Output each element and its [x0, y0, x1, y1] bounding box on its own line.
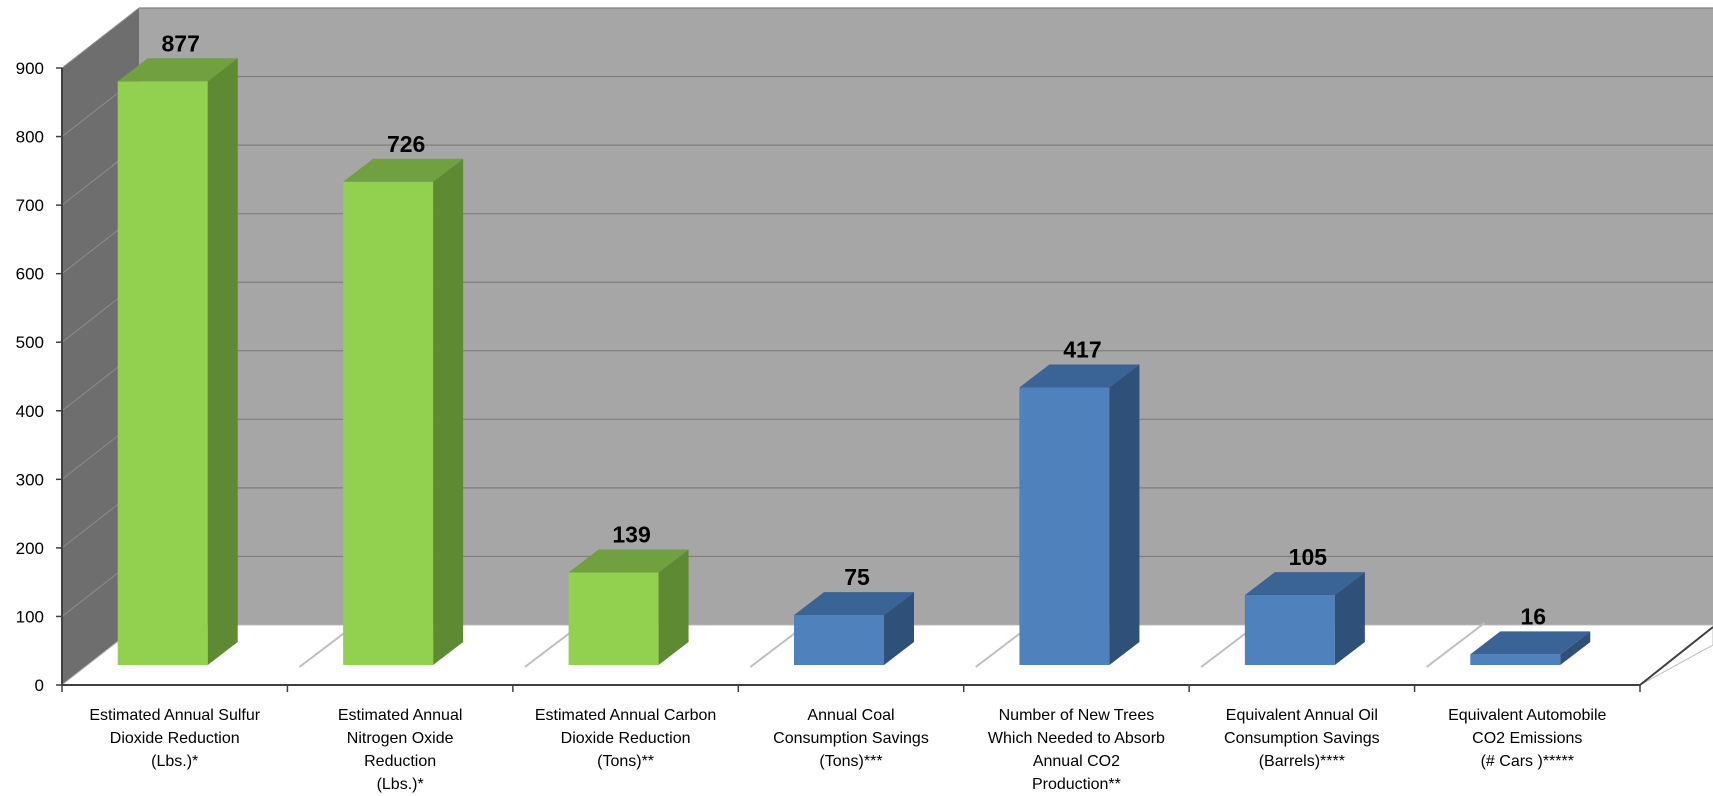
data-label-3: 75	[844, 564, 870, 590]
bar-front	[343, 181, 434, 665]
bar-top	[1019, 364, 1140, 388]
bar-top	[117, 58, 238, 82]
bar-side	[1334, 572, 1365, 665]
category-label-line: Dioxide Reduction	[110, 730, 240, 747]
bar-6	[1470, 631, 1591, 665]
floor-divider	[1425, 622, 1486, 668]
bar-side	[884, 592, 914, 665]
bar-front	[1470, 654, 1561, 665]
data-label-6: 16	[1520, 603, 1546, 629]
y-tick-label: 0	[35, 676, 44, 695]
category-label-line: Estimated Annual Sulfur	[89, 707, 260, 724]
category-label-line: Consumption Savings	[1224, 730, 1380, 747]
category-label-line: Equivalent Annual Oil	[1226, 707, 1378, 724]
bar-4	[1019, 364, 1140, 665]
bar-side	[433, 158, 464, 665]
y-tick-label: 700	[16, 196, 44, 215]
bar-3	[794, 592, 914, 665]
y-tick-label: 900	[16, 59, 44, 78]
y-tick-label: 800	[16, 128, 44, 147]
category-label-3: Annual Coal Consumption Savings (Tons)***	[773, 707, 929, 770]
category-label-2: Estimated Annual Carbon Dioxide Reduction…	[535, 707, 716, 770]
bar-front	[568, 572, 659, 665]
category-label-0: Estimated Annual Sulfur Dioxide Reduction…	[89, 707, 260, 770]
bar-top	[1244, 572, 1365, 596]
category-label-line: (# Cars )*****	[1481, 753, 1574, 770]
bar-side	[658, 549, 689, 665]
bar-top	[1470, 631, 1591, 655]
bar-5	[1244, 572, 1365, 665]
y-tick-label: 100	[16, 607, 44, 626]
category-labels: Estimated Annual Sulfur Dioxide Reduction…	[89, 707, 1606, 793]
bar-side	[1560, 631, 1591, 665]
bar-0	[117, 58, 238, 665]
y-tick-label: 300	[16, 470, 44, 489]
category-label-line: (Lbs.)*	[151, 753, 198, 770]
data-labels: 877 726 139 75 417 105 16	[162, 30, 1547, 629]
data-label-1: 726	[387, 131, 425, 157]
bar-1	[343, 158, 464, 665]
category-label-line: Annual Coal	[807, 707, 894, 724]
axes: 0 100 200 300 400 500 600 700 800 900	[16, 59, 1713, 695]
y-tick-label: 200	[16, 539, 44, 558]
x-axis-depth-line	[1639, 626, 1713, 686]
bar-2	[568, 549, 689, 665]
bar-front	[1019, 387, 1110, 665]
bar-front	[794, 615, 884, 665]
category-label-6: Equivalent Automobile CO2 Emissions (# Car…	[1448, 707, 1606, 770]
category-label-line: Equivalent Automobile	[1448, 707, 1606, 724]
data-label-4: 417	[1063, 336, 1101, 362]
y-tick-label: 400	[16, 402, 44, 421]
bars	[117, 58, 1591, 665]
category-label-1: Estimated Annual Nitrogen Oxide Reduction (…	[338, 707, 463, 793]
y-tick-label: 600	[16, 265, 44, 284]
category-label-line: (Tons)**	[597, 753, 654, 770]
category-label-line: Which Needed to Absorb	[988, 730, 1165, 747]
bar-side	[207, 58, 238, 665]
category-label-line: Consumption Savings	[773, 730, 929, 747]
chart-walls	[62, 8, 1713, 685]
category-label-line: Reduction	[364, 753, 436, 770]
category-label-line: Nitrogen Oxide	[347, 730, 454, 747]
category-label-line: Number of New Trees	[999, 707, 1155, 724]
bar-front	[1244, 595, 1335, 665]
bar-front	[117, 81, 208, 665]
category-label-4: Number of New Trees Which Needed to Absor…	[988, 707, 1165, 793]
category-label-line: Estimated Annual	[338, 707, 463, 724]
bar-top	[794, 592, 914, 616]
data-label-2: 139	[612, 521, 650, 547]
category-label-line: CO2 Emissions	[1472, 730, 1582, 747]
category-label-line: Annual CO2	[1033, 753, 1120, 770]
category-label-line: Estimated Annual Carbon	[535, 707, 716, 724]
gridline-side-900	[61, 7, 140, 69]
data-label-5: 105	[1289, 544, 1328, 570]
category-label-line: Production**	[1032, 776, 1121, 793]
y-tick-label: 500	[16, 333, 44, 352]
bar-side	[1109, 364, 1140, 665]
category-label-5: Equivalent Annual Oil Consumption Savings…	[1224, 707, 1380, 770]
bar-top	[343, 158, 464, 182]
category-label-line: (Lbs.)*	[377, 776, 424, 793]
bar-top	[568, 549, 689, 573]
category-label-line: Dioxide Reduction	[561, 730, 691, 747]
category-label-line: (Tons)***	[819, 753, 882, 770]
category-label-line: (Barrels)****	[1259, 753, 1345, 770]
data-label-0: 877	[162, 30, 200, 56]
